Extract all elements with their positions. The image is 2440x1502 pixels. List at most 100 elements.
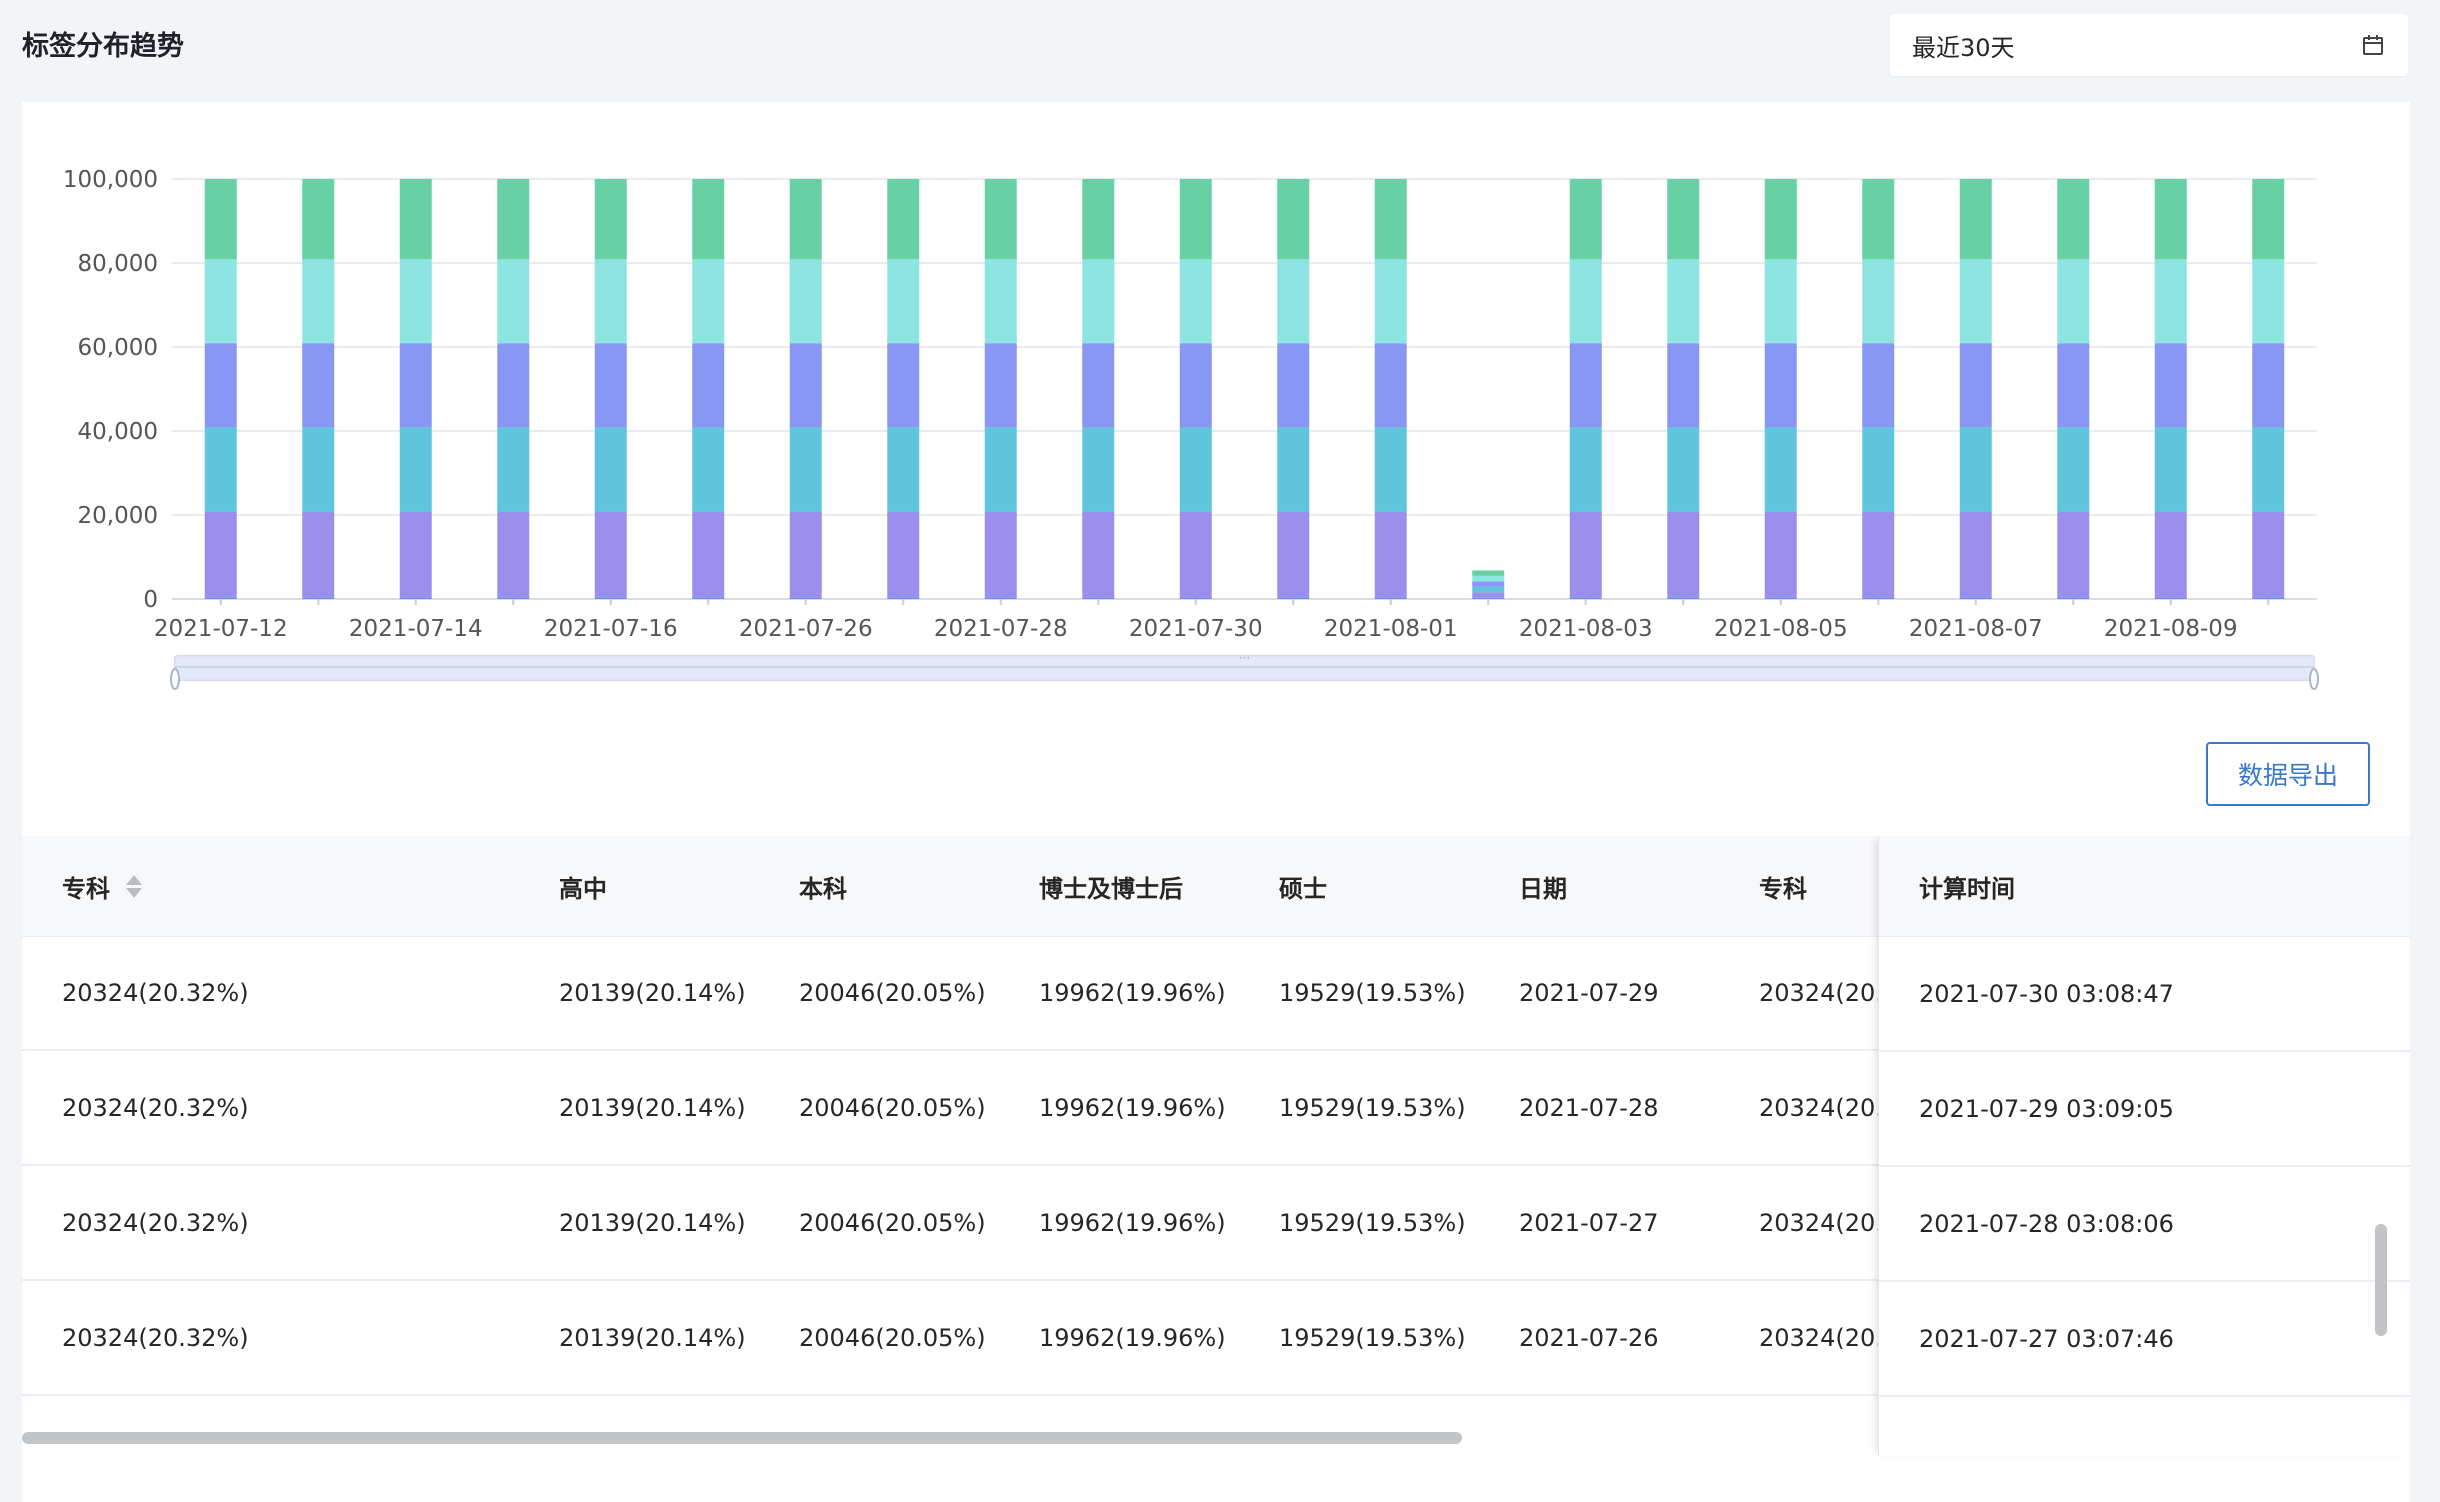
bar-segment xyxy=(2154,343,2187,428)
bar-segment xyxy=(2252,259,2285,344)
bar-segment xyxy=(789,259,822,344)
bar-segment xyxy=(497,179,530,260)
bar-segment xyxy=(1764,343,1797,428)
cell-gaozhong: 20139(20.14%) xyxy=(559,1208,746,1237)
bar-segment xyxy=(1764,511,1797,598)
bar-segment xyxy=(302,427,335,512)
bar-segment xyxy=(497,511,530,598)
data-zoom-handle[interactable] xyxy=(2309,668,2319,690)
bar-segment xyxy=(1569,511,1602,598)
y-tick-label: 100,000 xyxy=(63,167,158,193)
bar-segment xyxy=(2154,179,2187,260)
cell-zhuanke-2: 20324(20.32%) xyxy=(1759,1208,1878,1237)
data-zoom-handle[interactable] xyxy=(170,668,180,690)
bar-segment xyxy=(1374,511,1407,598)
bar-segment xyxy=(1374,343,1407,428)
x-tick-label: 2021-07-16 xyxy=(544,616,678,642)
bar-segment xyxy=(1374,259,1407,344)
bar-segment xyxy=(887,511,920,598)
bar-segment xyxy=(2154,597,2187,599)
y-tick-label: 80,000 xyxy=(78,251,158,277)
bar-segment xyxy=(2057,597,2090,599)
bar-segment xyxy=(1277,597,1310,599)
data-zoom-drag-handle: ··· xyxy=(1239,651,1250,665)
bar-segment xyxy=(1959,427,1992,512)
bar-segment xyxy=(302,511,335,598)
bar-segment xyxy=(204,511,237,598)
bar-segment xyxy=(1374,179,1407,260)
y-tick-label: 20,000 xyxy=(78,503,158,529)
date-range-value: 最近30天 xyxy=(1912,33,2015,62)
cell-zhuanke: 20324(20.32%) xyxy=(62,978,249,1007)
bar-segment xyxy=(399,343,432,428)
bar-segment xyxy=(1667,179,1700,260)
bar-segment xyxy=(2057,343,2090,428)
bar-segment xyxy=(1764,597,1797,599)
bar-segment xyxy=(984,511,1017,598)
bar-segment xyxy=(1082,259,1115,344)
bar-segment xyxy=(1862,511,1895,598)
table-row: 20324(20.32%) 20139(20.14%) 20046(20.05%… xyxy=(22,1281,2410,1396)
cell-shuoshi: 19529(19.53%) xyxy=(1279,978,1466,1007)
bar-segment xyxy=(1179,343,1212,428)
bar-segment xyxy=(1959,179,1992,260)
horizontal-scrollbar[interactable] xyxy=(22,1432,1462,1444)
bar-segment xyxy=(2057,179,2090,260)
bar-segment xyxy=(2057,259,2090,344)
bar-segment xyxy=(1374,427,1407,512)
bar-segment xyxy=(789,343,822,428)
bar-segment xyxy=(1472,586,1505,593)
bar-segment xyxy=(1179,511,1212,598)
column-header-boshi: 博士及博士后 xyxy=(1039,874,1183,903)
bar-segment xyxy=(302,179,335,260)
data-zoom-selection[interactable] xyxy=(175,656,2314,680)
bar-segment xyxy=(204,427,237,512)
bar-segment xyxy=(1277,511,1310,598)
table-row: 20324(20.32%) 20139(20.14%) 20046(20.05%… xyxy=(22,1051,2410,1166)
x-tick-label: 2021-07-26 xyxy=(739,616,873,642)
bar-segment xyxy=(1667,259,1700,344)
bar-segment xyxy=(1667,343,1700,428)
bar-segment xyxy=(1179,259,1212,344)
bar-segment xyxy=(302,343,335,428)
bar-segment xyxy=(887,259,920,344)
bar-segment xyxy=(1472,570,1505,576)
stacked-bar-chart: 0 20,000 40,000 60,000 80,000 100,000 2021-07-… xyxy=(22,102,2410,702)
cell-benke: 20046(20.05%) xyxy=(799,978,986,1007)
bar-segment xyxy=(594,179,627,260)
bar-segment xyxy=(1569,179,1602,260)
bar-segment xyxy=(497,427,530,512)
x-tick-label: 2021-08-09 xyxy=(2104,616,2238,642)
bar-segment xyxy=(887,343,920,428)
bar-segment xyxy=(692,343,725,428)
bar-segment xyxy=(984,259,1017,344)
bar-segment xyxy=(1862,427,1895,512)
vertical-scrollbar[interactable] xyxy=(2375,1224,2387,1336)
bar-segment xyxy=(302,597,335,599)
date-range-picker[interactable]: 最近30天 xyxy=(1890,14,2408,76)
cell-zhuanke: 20324(20.32%) xyxy=(62,1093,249,1122)
bar-segment xyxy=(2252,343,2285,428)
export-data-button[interactable]: 数据导出 xyxy=(2206,742,2370,806)
column-header-zhuanke[interactable]: 专科 xyxy=(62,836,142,936)
bar-segment xyxy=(1472,581,1505,587)
column-header-label: 专科 xyxy=(62,874,110,903)
bar-segment xyxy=(594,343,627,428)
bar-segment xyxy=(1764,259,1797,344)
bar-segment xyxy=(887,427,920,512)
bar-segment xyxy=(1667,427,1700,512)
bar-segment xyxy=(789,179,822,260)
bar-segment xyxy=(1959,259,1992,344)
bar-segment xyxy=(2154,259,2187,344)
bar-segment xyxy=(1179,597,1212,599)
bar-segment xyxy=(789,511,822,598)
bar-segment xyxy=(1862,179,1895,260)
column-header-gaozhong: 高中 xyxy=(559,874,607,903)
bar-segment xyxy=(2252,427,2285,512)
bar-segment xyxy=(1277,343,1310,428)
cell-benke: 20046(20.05%) xyxy=(799,1093,986,1122)
sort-icon[interactable] xyxy=(126,874,142,898)
cell-gaozhong: 20139(20.14%) xyxy=(559,978,746,1007)
cell-benke: 20046(20.05%) xyxy=(799,1208,986,1237)
bar-segment xyxy=(1082,597,1115,599)
